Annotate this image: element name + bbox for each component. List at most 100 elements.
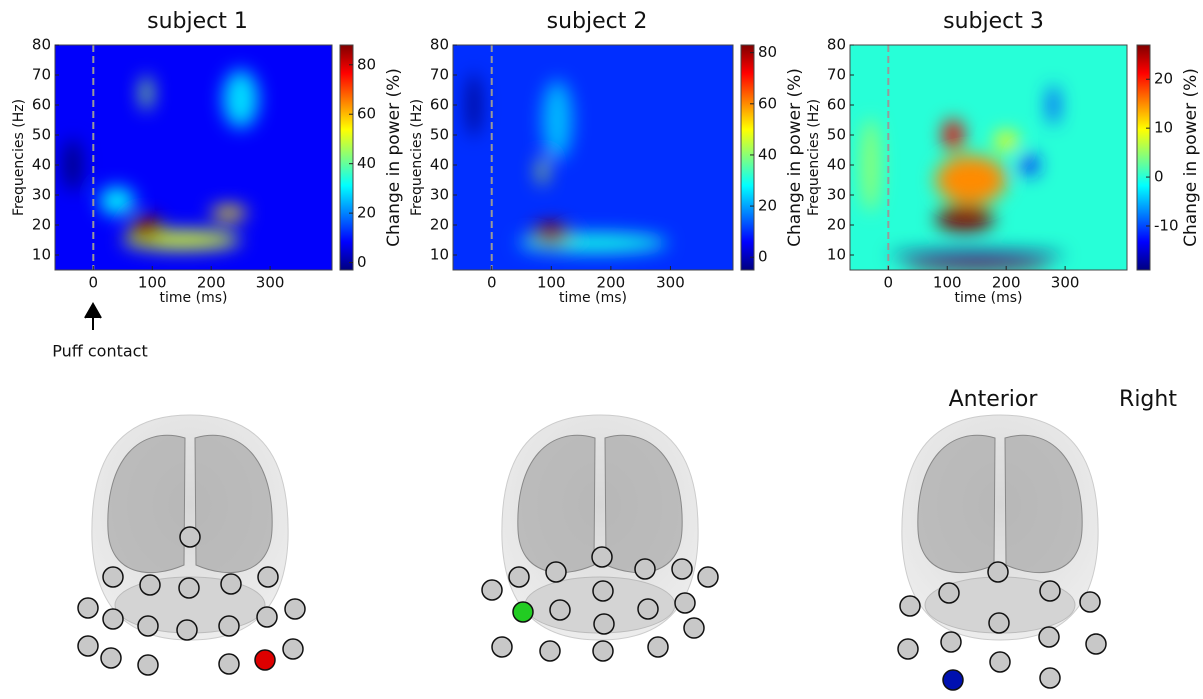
electrode: [939, 583, 959, 603]
electrode: [283, 639, 303, 659]
electrode: [635, 559, 655, 579]
heatmap-hotspot: [1021, 154, 1039, 176]
heatmap-hotspot: [532, 223, 571, 245]
electrode: [989, 613, 1009, 633]
colorbar-tick-label: 10: [1154, 119, 1173, 137]
electrode: [988, 562, 1008, 582]
y-tick-label: 20: [430, 216, 449, 234]
colorbar-tick-label: 60: [758, 94, 777, 112]
electrode: [1040, 668, 1060, 688]
x-tick-label: 300: [656, 274, 685, 292]
colorbar-tick-label: 0: [758, 248, 768, 266]
electrode: [900, 596, 920, 616]
heatmap-hotspot: [994, 132, 1018, 151]
heatmap-hotspot: [211, 207, 246, 220]
electrode: [258, 567, 278, 587]
x-axis-label: time (ms): [559, 290, 627, 306]
electrode: [219, 616, 239, 636]
colorbar-tick-label: 80: [758, 43, 777, 61]
heatmap-background: [850, 45, 1127, 270]
colorbar-tick-label: 0: [357, 253, 367, 271]
y-tick-label: 50: [827, 126, 846, 144]
y-tick-label: 70: [430, 66, 449, 84]
heatmap-hotspot: [542, 81, 572, 160]
heatmap-hotspot: [538, 157, 546, 185]
x-tick-label: 0: [884, 274, 894, 292]
electrode: [177, 620, 197, 640]
electrode: [78, 598, 98, 618]
x-tick-label: 200: [197, 274, 226, 292]
y-tick-label: 80: [430, 36, 449, 54]
heatmap-hotspot: [223, 70, 258, 128]
y-tick-label: 20: [32, 216, 51, 234]
colorbar: [741, 45, 754, 270]
electrode: [648, 637, 668, 657]
x-axis-label: time (ms): [160, 290, 228, 306]
electrode: [898, 639, 918, 659]
y-tick-label: 70: [827, 66, 846, 84]
electrode: [592, 547, 612, 567]
heatmap-hotspot: [141, 76, 152, 110]
colorbar-tick-label: -10: [1154, 216, 1179, 234]
body: Puff contact Anterior Right subject 1010…: [0, 0, 1203, 699]
colorbar-tick-label: 0: [1154, 168, 1164, 186]
panel-title: subject 3: [943, 9, 1044, 34]
heatmap: [850, 45, 1127, 271]
electrode: [138, 655, 158, 675]
electrode: [492, 637, 512, 657]
heatmap: [55, 45, 332, 270]
electrode: [257, 607, 277, 627]
event-label: Puff contact: [52, 342, 148, 361]
panel-title: subject 2: [547, 9, 648, 34]
electrode: [285, 599, 305, 619]
electrode: [103, 609, 123, 629]
orientation-anterior: Anterior: [949, 387, 1039, 412]
electrode: [103, 567, 123, 587]
colorbar-tick-label: 40: [758, 145, 777, 163]
electrode: [1080, 592, 1100, 612]
electrode: [219, 654, 239, 674]
electrode: [509, 567, 529, 587]
electrode: [482, 580, 502, 600]
colorbar-label: Change in power (%): [785, 68, 805, 247]
y-axis-label: Frequencies (Hz): [806, 99, 822, 216]
y-tick-label: 80: [32, 36, 51, 54]
electrode: [179, 578, 199, 598]
electrode: [550, 600, 570, 620]
x-tick-label: 300: [256, 274, 285, 292]
event-arrow: [85, 304, 101, 330]
y-tick-label: 80: [827, 36, 846, 54]
x-tick-label: 100: [138, 274, 167, 292]
electrode: [593, 641, 613, 661]
electrode: [540, 641, 560, 661]
colorbar-tick-label: 20: [758, 197, 777, 215]
electrode: [140, 575, 160, 595]
electrode: [78, 636, 98, 656]
y-tick-label: 30: [32, 186, 51, 204]
heatmap-hotspot: [935, 156, 1006, 205]
colorbar-tick-label: 20: [1154, 70, 1173, 88]
y-tick-label: 10: [430, 246, 449, 264]
y-tick-label: 30: [430, 186, 449, 204]
y-axis-label: Frequencies (Hz): [11, 99, 27, 216]
heatmap-hotspot: [64, 139, 82, 191]
heatmap-hotspot: [943, 120, 964, 151]
x-tick-label: 200: [597, 274, 626, 292]
electrode: [672, 559, 692, 579]
y-tick-label: 40: [32, 156, 51, 174]
y-tick-label: 70: [32, 66, 51, 84]
x-tick-label: 200: [992, 274, 1021, 292]
electrode: [138, 616, 158, 636]
electrode: [990, 652, 1010, 672]
colorbar: [340, 45, 353, 270]
x-tick-label: 300: [1051, 274, 1080, 292]
y-tick-label: 40: [827, 156, 846, 174]
y-tick-label: 50: [32, 126, 51, 144]
colorbar-tick-label: 60: [357, 105, 376, 123]
x-axis-label: time (ms): [955, 290, 1023, 306]
electrode: [638, 599, 658, 619]
y-tick-label: 10: [827, 246, 846, 264]
electrode: [180, 527, 200, 547]
